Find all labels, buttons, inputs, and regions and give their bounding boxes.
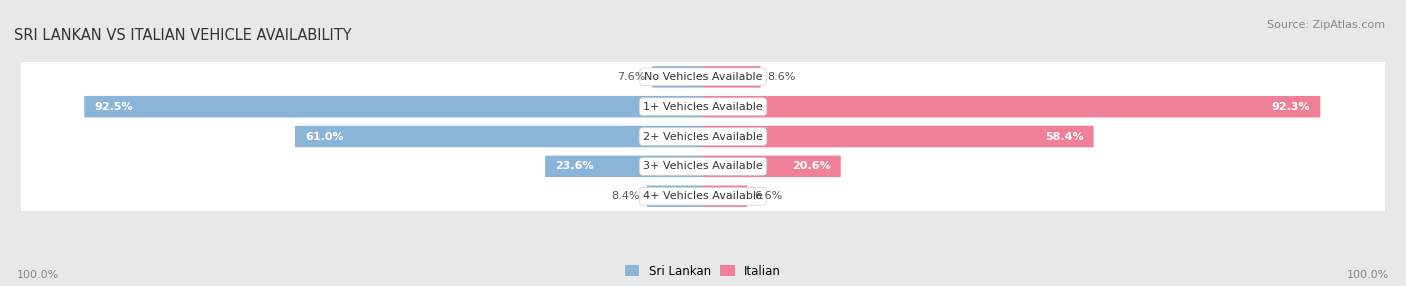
Legend: Sri Lankan, Italian: Sri Lankan, Italian xyxy=(620,260,786,282)
FancyBboxPatch shape xyxy=(703,126,1094,147)
Text: 23.6%: 23.6% xyxy=(555,161,593,171)
FancyBboxPatch shape xyxy=(703,186,747,207)
FancyBboxPatch shape xyxy=(546,156,703,177)
Text: 8.4%: 8.4% xyxy=(612,191,640,201)
FancyBboxPatch shape xyxy=(295,126,703,147)
Text: No Vehicles Available: No Vehicles Available xyxy=(644,72,762,82)
Text: 6.6%: 6.6% xyxy=(754,191,782,201)
FancyBboxPatch shape xyxy=(652,66,703,88)
Text: SRI LANKAN VS ITALIAN VEHICLE AVAILABILITY: SRI LANKAN VS ITALIAN VEHICLE AVAILABILI… xyxy=(14,28,352,43)
Text: 8.6%: 8.6% xyxy=(768,72,796,82)
Bar xyxy=(21,151,1385,182)
Bar xyxy=(21,121,1385,152)
Bar xyxy=(21,92,1385,122)
Text: 58.4%: 58.4% xyxy=(1045,132,1084,142)
FancyBboxPatch shape xyxy=(84,96,703,118)
FancyBboxPatch shape xyxy=(703,66,761,88)
Text: 3+ Vehicles Available: 3+ Vehicles Available xyxy=(643,161,763,171)
Text: 100.0%: 100.0% xyxy=(1347,270,1389,280)
Bar xyxy=(21,61,1385,92)
FancyBboxPatch shape xyxy=(703,96,1320,118)
Text: 1+ Vehicles Available: 1+ Vehicles Available xyxy=(643,102,763,112)
Text: 4+ Vehicles Available: 4+ Vehicles Available xyxy=(643,191,763,201)
Text: 2+ Vehicles Available: 2+ Vehicles Available xyxy=(643,132,763,142)
Text: 92.5%: 92.5% xyxy=(94,102,134,112)
FancyBboxPatch shape xyxy=(703,156,841,177)
Text: 20.6%: 20.6% xyxy=(792,161,831,171)
FancyBboxPatch shape xyxy=(647,186,703,207)
Text: 7.6%: 7.6% xyxy=(617,72,645,82)
Text: 61.0%: 61.0% xyxy=(305,132,343,142)
Bar xyxy=(21,181,1385,211)
Text: 92.3%: 92.3% xyxy=(1271,102,1310,112)
Text: 100.0%: 100.0% xyxy=(17,270,59,280)
Text: Source: ZipAtlas.com: Source: ZipAtlas.com xyxy=(1267,20,1385,30)
